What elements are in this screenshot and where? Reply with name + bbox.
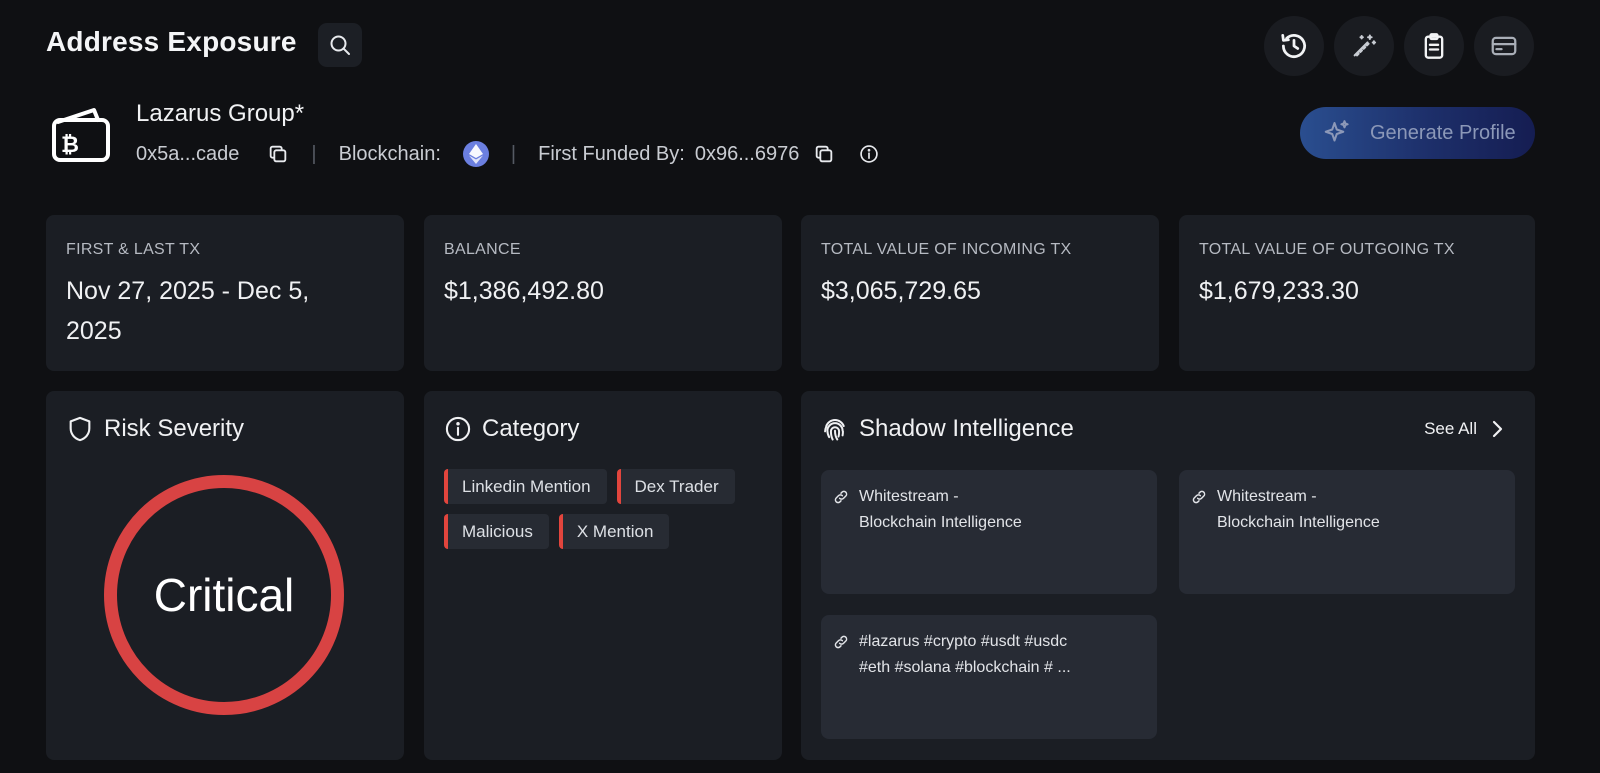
- first-funded-label: First Funded By:: [538, 142, 685, 165]
- card-icon: [1491, 36, 1517, 56]
- meta-divider: |: [311, 142, 317, 165]
- svg-text:₿: ₿: [61, 133, 79, 158]
- link-icon: [1191, 488, 1207, 514]
- link-icon: [833, 633, 849, 659]
- shadow-intelligence-label: Shadow Intelligence: [859, 415, 1074, 442]
- meta-divider: |: [510, 142, 517, 165]
- shield-icon: [69, 416, 91, 442]
- copy-icon: [816, 145, 833, 163]
- generate-profile-label: Generate Profile: [1370, 121, 1516, 144]
- stat-value: $3,065,729.65: [821, 277, 981, 305]
- entity-address: 0x5a...cade: [136, 142, 240, 165]
- shadow-intelligence-card: Shadow Intelligence See All Whitestream …: [801, 391, 1535, 760]
- stat-card-incoming-tx: TOTAL VALUE OF INCOMING TX $3,065,729.65: [801, 215, 1159, 371]
- category-card: Category Linkedin Mention Dex Trader Mal…: [424, 391, 782, 760]
- top-actions: [1264, 16, 1534, 76]
- category-label: Category: [482, 415, 580, 442]
- copy-funder-button[interactable]: [813, 143, 835, 165]
- stat-value: $1,679,233.30: [1199, 277, 1359, 305]
- shadow-intelligence-title: Shadow Intelligence: [821, 415, 1074, 443]
- entity-meta-row: 0x5a...cade | Blockchain: | First Funded…: [136, 140, 879, 168]
- stat-label: TOTAL VALUE OF OUTGOING TX: [1199, 241, 1455, 258]
- clipboard-icon: [1424, 33, 1444, 59]
- history-button[interactable]: [1264, 16, 1324, 76]
- see-all-label: See All: [1424, 419, 1477, 438]
- fingerprint-icon: [824, 419, 845, 441]
- history-icon: [1281, 34, 1306, 58]
- stat-label: FIRST & LAST TX: [66, 241, 201, 258]
- see-all-link[interactable]: See All: [1424, 419, 1503, 439]
- intel-item-line1: Whitestream -: [859, 488, 959, 505]
- search-icon: [330, 35, 350, 55]
- intel-item[interactable]: Whitestream - Blockchain Intelligence: [1179, 470, 1515, 594]
- risk-level: Critical: [153, 569, 295, 621]
- category-title: Category: [444, 415, 579, 443]
- category-tag[interactable]: Dex Trader: [616, 469, 735, 504]
- bitcoin-wallet-icon: ₿: [48, 102, 112, 166]
- generate-profile-button[interactable]: Generate Profile: [1300, 107, 1535, 159]
- risk-severity-label: Risk Severity: [104, 415, 245, 442]
- category-tag[interactable]: Malicious: [444, 514, 549, 549]
- risk-severity-title: Risk Severity: [66, 415, 244, 443]
- category-tags: Linkedin Mention Dex Trader Malicious X …: [444, 469, 754, 549]
- copy-icon: [270, 145, 287, 163]
- intel-item-line2: Blockchain Intelligence: [859, 514, 1022, 531]
- stat-label: TOTAL VALUE OF INCOMING TX: [821, 241, 1072, 258]
- info-icon: [860, 145, 879, 163]
- intel-item-line1: #lazarus #crypto #usdt #usdc: [859, 633, 1068, 650]
- risk-severity-card: Risk Severity Critical: [46, 391, 404, 760]
- first-funded-address: 0x96...6976: [694, 142, 800, 165]
- category-tag[interactable]: X Mention: [558, 514, 670, 549]
- stat-card-outgoing-tx: TOTAL VALUE OF OUTGOING TX $1,679,233.30: [1179, 215, 1535, 371]
- magic-wand-button[interactable]: [1334, 16, 1394, 76]
- stat-card-first-last-tx: FIRST & LAST TX Nov 27, 2025 - Dec 5, 20…: [46, 215, 404, 371]
- intel-item-line1: Whitestream -: [1217, 488, 1317, 505]
- stat-card-balance: BALANCE $1,386,492.80: [424, 215, 782, 371]
- entity-name: Lazarus Group*: [136, 100, 305, 127]
- copy-address-button[interactable]: [267, 143, 289, 165]
- magic-wand-icon: [1353, 34, 1377, 57]
- category-tag[interactable]: Linkedin Mention: [444, 469, 607, 504]
- intel-item-line2: Blockchain Intelligence: [1217, 514, 1380, 531]
- page-title: Address Exposure: [46, 26, 297, 57]
- stat-label: BALANCE: [444, 241, 521, 258]
- info-icon: [445, 416, 471, 442]
- chevron-right-icon: [1492, 420, 1503, 438]
- link-icon: [833, 488, 849, 514]
- blockchain-label: Blockchain:: [338, 142, 441, 165]
- intel-item[interactable]: #lazarus #crypto #usdt #usdc #eth #solan…: [821, 615, 1157, 739]
- risk-gauge: Critical: [104, 475, 344, 715]
- stat-value: Nov 27, 2025 - Dec 5, 2025: [66, 277, 310, 345]
- clipboard-button[interactable]: [1404, 16, 1464, 76]
- search-button[interactable]: [318, 23, 362, 67]
- sparkles-icon: [1324, 120, 1349, 142]
- stat-value: $1,386,492.80: [444, 277, 604, 305]
- intel-item-line2: #eth #solana #blockchain # ...: [859, 659, 1071, 676]
- funder-info-button[interactable]: [859, 144, 879, 164]
- intel-item[interactable]: Whitestream - Blockchain Intelligence: [821, 470, 1157, 594]
- ethereum-icon: [462, 141, 489, 167]
- card-button[interactable]: [1474, 16, 1534, 76]
